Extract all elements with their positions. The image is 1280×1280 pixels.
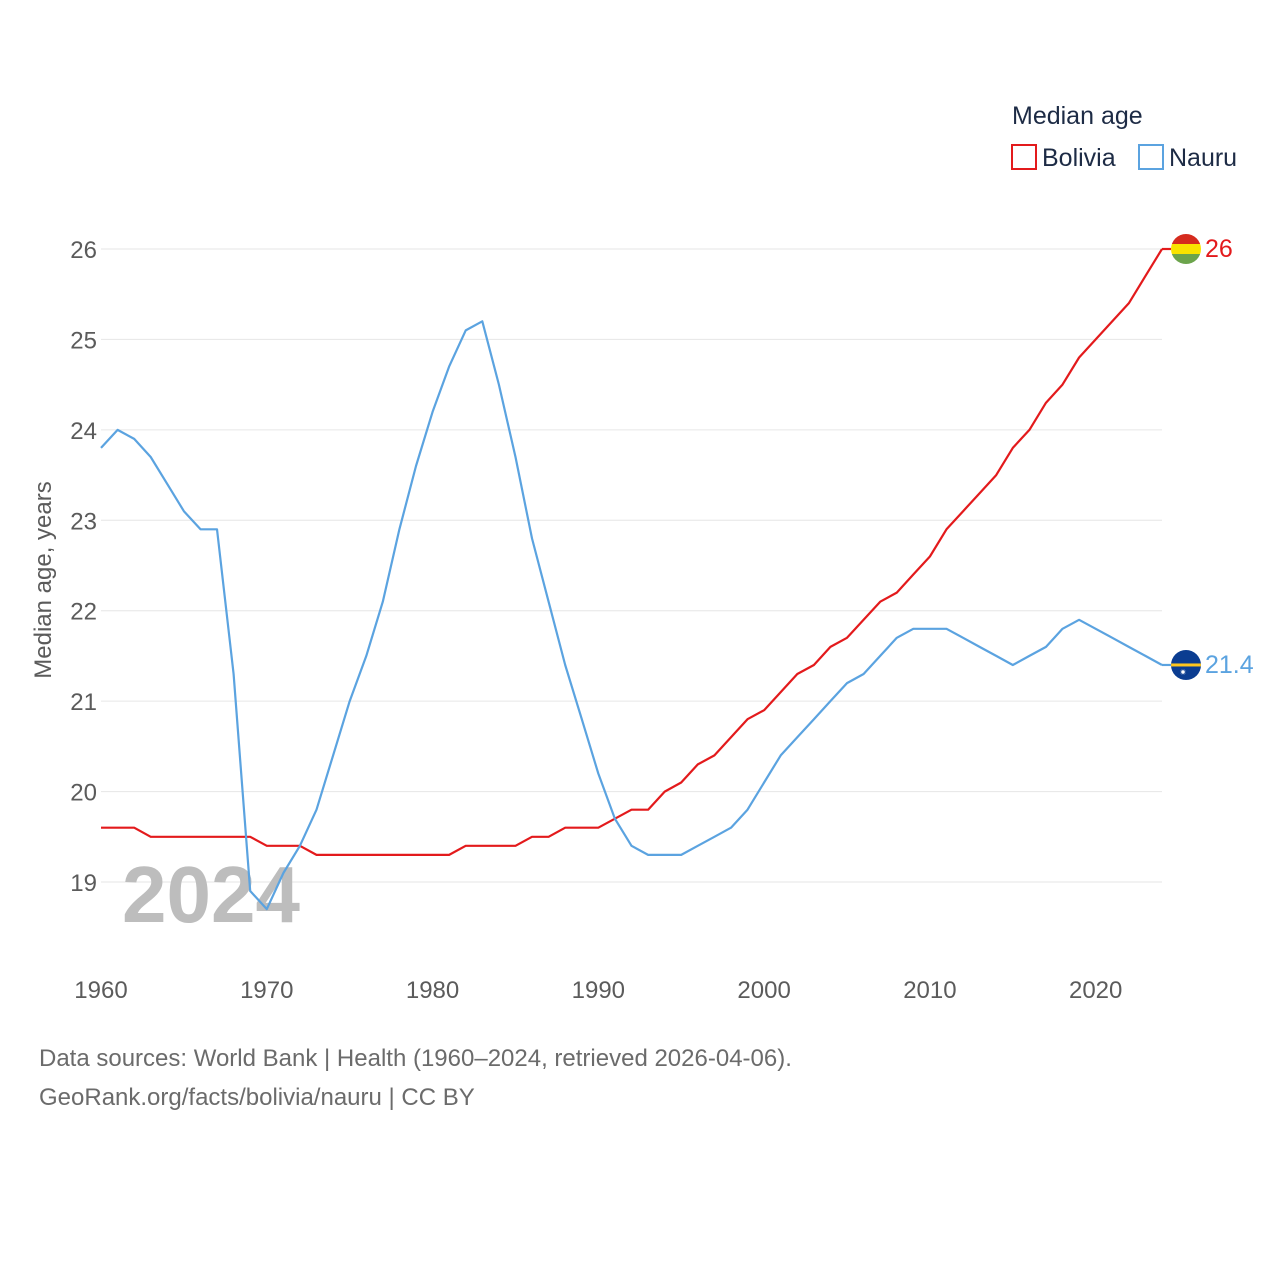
attribution-text: GeoRank.org/facts/bolivia/nauru | CC BY xyxy=(39,1084,475,1111)
nauru-flag-icon xyxy=(1171,649,1201,680)
data-source-text: Data sources: World Bank | Health (1960–… xyxy=(39,1045,792,1072)
series-endpoints: 26 21.4 xyxy=(1162,234,1254,680)
x-tick-label: 1960 xyxy=(74,977,127,1004)
x-tick-label: 2000 xyxy=(737,977,790,1004)
y-tick-label: 21 xyxy=(70,689,97,716)
end-value-label-bolivia: 26 xyxy=(1205,235,1233,263)
legend-item-bolivia[interactable]: Bolivia xyxy=(1011,144,1116,172)
series-lines xyxy=(100,248,1163,911)
y-tick-label: 22 xyxy=(70,599,97,626)
y-tick-label: 26 xyxy=(70,237,97,264)
legend-swatch-bolivia xyxy=(1011,144,1037,170)
y-tick-label: 20 xyxy=(70,780,97,807)
legend-item-nauru[interactable]: Nauru xyxy=(1138,144,1237,172)
legend: Median age Bolivia Nauru xyxy=(1011,102,1237,172)
line-chart: 19 20 21 22 23 24 25 26 1960 1970 1980 1990 2000 201… xyxy=(30,102,1254,1004)
bolivia-flag-icon xyxy=(1171,234,1201,264)
series-line-bolivia[interactable] xyxy=(101,248,1163,857)
x-tick-label: 2020 xyxy=(1069,977,1122,1004)
y-axis-title: Median age, years xyxy=(30,481,57,678)
legend-swatch-nauru xyxy=(1138,144,1164,170)
x-tick-label: 2010 xyxy=(903,977,956,1004)
y-tick-label: 24 xyxy=(70,418,97,445)
gridlines xyxy=(101,248,1162,883)
x-tick-label: 1990 xyxy=(572,977,625,1004)
y-tick-label: 19 xyxy=(70,870,97,897)
x-tick-label: 1980 xyxy=(406,977,459,1004)
y-axis-ticks: 19 20 21 22 23 24 25 26 xyxy=(70,237,97,897)
y-tick-label: 25 xyxy=(70,327,97,354)
y-tick-label: 23 xyxy=(70,508,97,535)
x-tick-label: 1970 xyxy=(240,977,293,1004)
x-axis-ticks: 1960 1970 1980 1990 2000 2010 2020 xyxy=(74,977,1122,1004)
legend-title: Median age xyxy=(1012,102,1143,130)
legend-label-nauru: Nauru xyxy=(1169,144,1237,172)
legend-label-bolivia: Bolivia xyxy=(1042,144,1116,172)
series-line-nauru[interactable] xyxy=(100,320,1163,911)
end-value-label-nauru: 21.4 xyxy=(1205,651,1254,679)
year-overlay: 2024 xyxy=(122,850,300,939)
